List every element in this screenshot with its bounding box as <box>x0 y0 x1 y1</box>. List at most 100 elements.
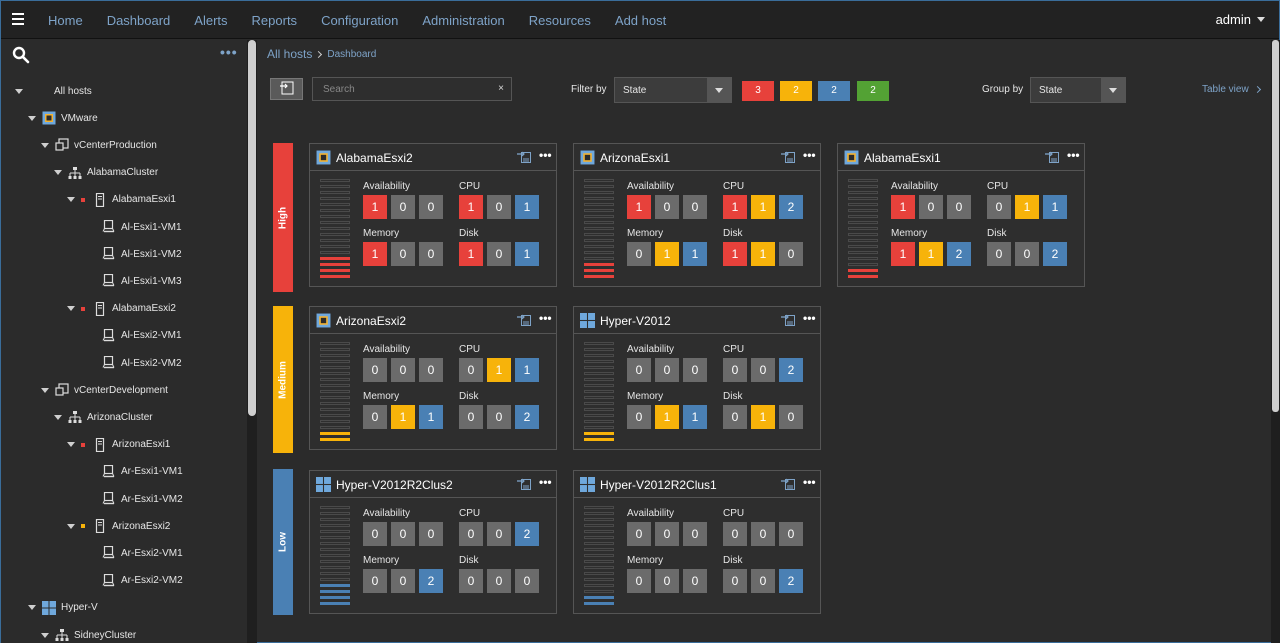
metric-count-red[interactable]: 1 <box>723 242 747 266</box>
nav-home[interactable]: Home <box>48 12 83 28</box>
metric-count-amber[interactable]: 1 <box>655 242 679 266</box>
main-scrollbar-thumb[interactable] <box>1272 40 1279 412</box>
export-icon[interactable] <box>517 150 531 164</box>
card-more-button[interactable]: ••• <box>803 475 816 489</box>
nav-dashboard[interactable]: Dashboard <box>106 12 171 28</box>
expand-triangle-icon[interactable] <box>28 605 36 611</box>
tree-node[interactable]: Al-Esxi1-VM2 <box>102 244 182 264</box>
metric-count-blue[interactable]: 1 <box>419 405 443 429</box>
nav-reports[interactable]: Reports <box>251 12 298 28</box>
metric-count-red[interactable]: 1 <box>363 195 387 219</box>
sidebar-scrollbar-thumb[interactable] <box>248 40 256 416</box>
tree-node[interactable]: Al-Esxi2-VM1 <box>102 326 182 346</box>
host-card-title[interactable]: Hyper-V2012R2Clus2 <box>336 478 453 492</box>
export-icon[interactable] <box>781 477 795 491</box>
host-card[interactable]: ArizonaEsxi1 ••• Availability 1 0 0 CPU 1 1 2 Memo… <box>573 143 821 287</box>
tree-node[interactable]: AlabamaCluster <box>54 163 158 183</box>
metric-count-blue[interactable]: 2 <box>1043 242 1067 266</box>
metric-count-gray[interactable]: 0 <box>627 522 651 546</box>
metric-count-blue[interactable]: 1 <box>683 242 707 266</box>
filter-count-blue[interactable]: 2 <box>818 81 850 101</box>
metric-count-amber[interactable]: 1 <box>751 405 775 429</box>
metric-count-gray[interactable]: 0 <box>515 569 539 593</box>
metric-count-amber[interactable]: 1 <box>655 405 679 429</box>
metric-count-gray[interactable]: 0 <box>723 405 747 429</box>
nav-alerts[interactable]: Alerts <box>194 12 228 28</box>
metric-count-gray[interactable]: 0 <box>751 569 775 593</box>
export-icon[interactable] <box>1045 150 1059 164</box>
card-more-button[interactable]: ••• <box>1067 148 1080 162</box>
breadcrumb-all-hosts[interactable]: All hosts <box>267 47 313 61</box>
metric-count-gray[interactable]: 0 <box>487 569 511 593</box>
host-card-title[interactable]: ArizonaEsxi1 <box>600 151 671 165</box>
metric-count-gray[interactable]: 0 <box>363 405 387 429</box>
metric-count-blue[interactable]: 1 <box>683 405 707 429</box>
metric-count-blue[interactable]: 1 <box>515 358 539 382</box>
metric-count-amber[interactable]: 1 <box>487 358 511 382</box>
metric-count-gray[interactable]: 0 <box>391 358 415 382</box>
metric-count-blue[interactable]: 2 <box>515 405 539 429</box>
metric-count-gray[interactable]: 0 <box>487 405 511 429</box>
metric-count-gray[interactable]: 0 <box>627 569 651 593</box>
menu-icon[interactable] <box>12 13 24 25</box>
metric-count-gray[interactable]: 0 <box>627 358 651 382</box>
tree-node[interactable]: AlabamaEsxi2 <box>67 299 176 319</box>
metric-count-red[interactable]: 1 <box>891 195 915 219</box>
metric-count-blue[interactable]: 2 <box>515 522 539 546</box>
metric-count-gray[interactable]: 0 <box>459 405 483 429</box>
metric-count-amber[interactable]: 1 <box>1015 195 1039 219</box>
metric-count-blue[interactable]: 1 <box>515 195 539 219</box>
group-select[interactable]: State <box>1030 77 1126 103</box>
metric-count-gray[interactable]: 0 <box>419 195 443 219</box>
metric-count-amber[interactable]: 1 <box>391 405 415 429</box>
table-view-link[interactable]: Table view <box>1202 84 1261 95</box>
metric-count-blue[interactable]: 2 <box>947 242 971 266</box>
metric-count-gray[interactable]: 0 <box>459 569 483 593</box>
metric-count-blue[interactable]: 1 <box>1043 195 1067 219</box>
metric-count-blue[interactable]: 2 <box>779 358 803 382</box>
metric-count-red[interactable]: 1 <box>627 195 651 219</box>
tree-node[interactable]: VMware <box>28 108 98 128</box>
metric-count-gray[interactable]: 0 <box>487 195 511 219</box>
metric-count-gray[interactable]: 0 <box>391 522 415 546</box>
metric-count-gray[interactable]: 0 <box>419 522 443 546</box>
expand-triangle-icon[interactable] <box>67 523 75 529</box>
host-card[interactable]: ArizonaEsxi2 ••• Availability 0 0 0 CPU 0 1 1 Memo… <box>309 306 557 450</box>
metric-count-gray[interactable]: 0 <box>987 242 1011 266</box>
metric-count-gray[interactable]: 0 <box>391 242 415 266</box>
nav-resources[interactable]: Resources <box>528 12 591 28</box>
metric-count-gray[interactable]: 0 <box>655 358 679 382</box>
metric-count-gray[interactable]: 0 <box>391 195 415 219</box>
tree-node[interactable]: Al-Esxi1-VM3 <box>102 271 182 291</box>
metric-count-red[interactable]: 1 <box>723 195 747 219</box>
metric-count-gray[interactable]: 0 <box>419 358 443 382</box>
metric-count-gray[interactable]: 0 <box>419 242 443 266</box>
card-more-button[interactable]: ••• <box>539 475 552 489</box>
metric-count-gray[interactable]: 0 <box>723 569 747 593</box>
export-button[interactable] <box>270 78 303 100</box>
user-menu[interactable]: admin <box>1216 12 1265 27</box>
metric-count-red[interactable]: 1 <box>459 242 483 266</box>
metric-count-amber[interactable]: 1 <box>751 242 775 266</box>
metric-count-gray[interactable]: 0 <box>627 405 651 429</box>
metric-count-gray[interactable]: 0 <box>1015 242 1039 266</box>
host-card-title[interactable]: Hyper-V2012 <box>600 314 671 328</box>
filter-count-amber[interactable]: 2 <box>780 81 812 101</box>
metric-count-gray[interactable]: 0 <box>947 195 971 219</box>
expand-triangle-icon[interactable] <box>67 197 75 203</box>
host-card-title[interactable]: AlabamaEsxi1 <box>864 151 941 165</box>
expand-triangle-icon[interactable] <box>54 414 62 420</box>
metric-count-gray[interactable]: 0 <box>779 405 803 429</box>
filter-select[interactable]: State <box>614 77 732 103</box>
metric-count-gray[interactable]: 0 <box>459 522 483 546</box>
tree-node[interactable]: Ar-Esxi1-VM1 <box>102 462 183 482</box>
host-card-title[interactable]: ArizonaEsxi2 <box>336 314 407 328</box>
metric-count-gray[interactable]: 0 <box>655 522 679 546</box>
tree-node[interactable]: Ar-Esxi2-VM2 <box>102 571 183 591</box>
metric-count-gray[interactable]: 0 <box>487 522 511 546</box>
metric-count-blue[interactable]: 2 <box>779 195 803 219</box>
metric-count-gray[interactable]: 0 <box>655 569 679 593</box>
metric-count-gray[interactable]: 0 <box>391 569 415 593</box>
expand-triangle-icon[interactable] <box>67 442 75 448</box>
metric-count-blue[interactable]: 2 <box>419 569 443 593</box>
